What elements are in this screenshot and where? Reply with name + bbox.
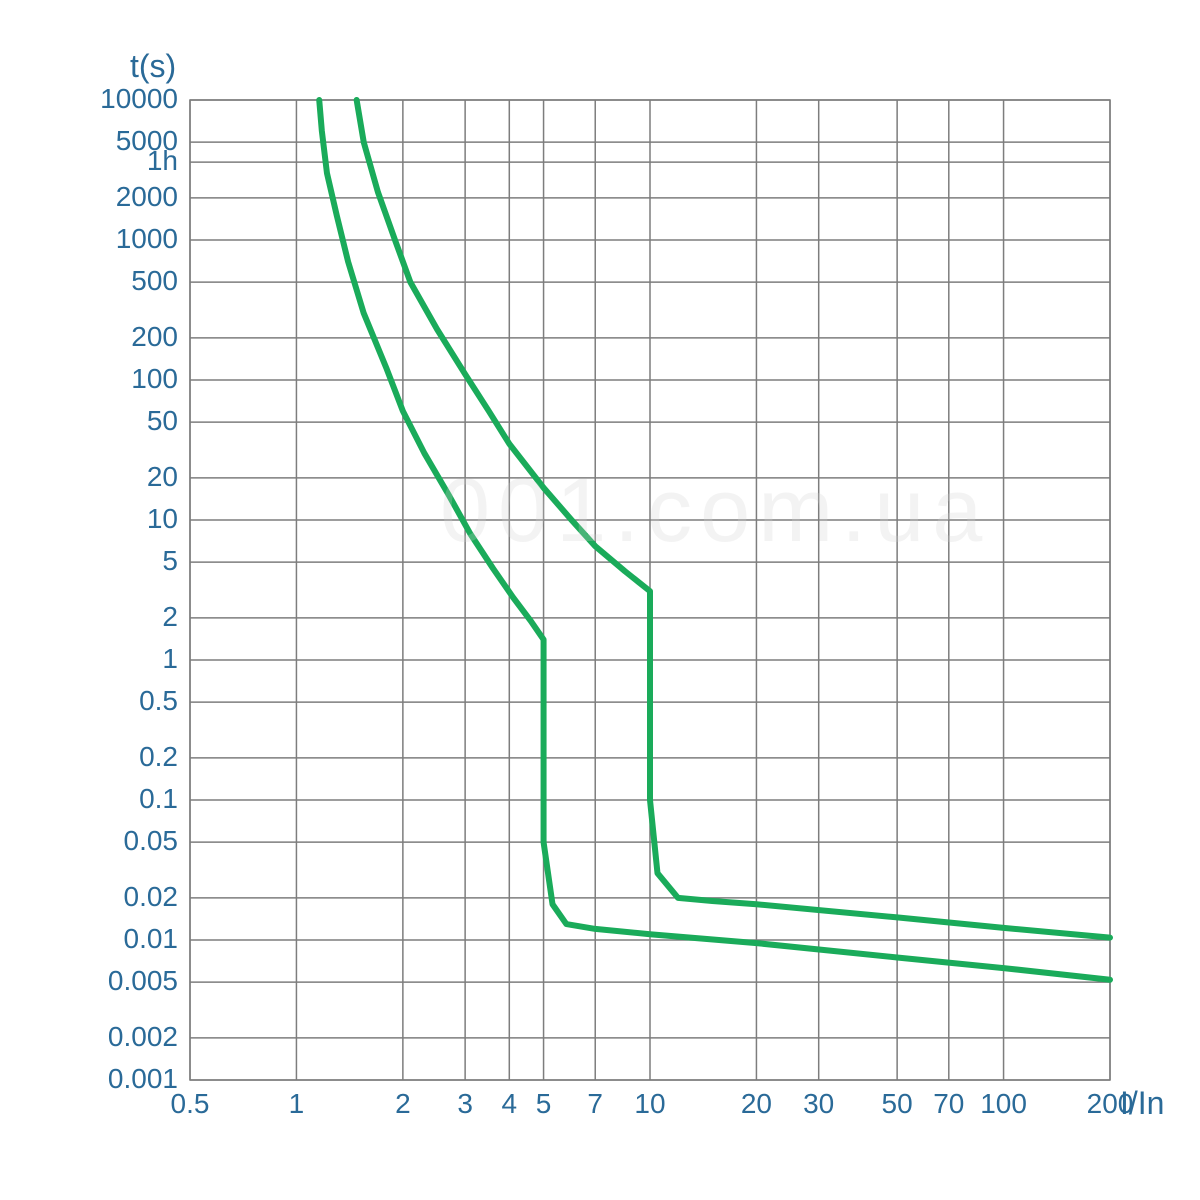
y-tick-label: 0.01 <box>0 923 178 955</box>
y-tick-label: 20 <box>0 461 178 493</box>
y-tick-label: 0.02 <box>0 881 178 913</box>
x-tick-label: 1 <box>289 1088 305 1120</box>
y-tick-label: 200 <box>0 321 178 353</box>
x-tick-label: 30 <box>803 1088 834 1120</box>
y-tick-label: 0.1 <box>0 783 178 815</box>
y-tick-label: 10 <box>0 503 178 535</box>
y-tick-label: 2 <box>0 601 178 633</box>
y-tick-label: 0.002 <box>0 1021 178 1053</box>
y-tick-label: 5000 <box>0 125 178 157</box>
y-tick-label: 1 <box>0 643 178 675</box>
y-tick-label: 100 <box>0 363 178 395</box>
x-tick-label: 3 <box>457 1088 473 1120</box>
x-tick-label: 100 <box>980 1088 1027 1120</box>
x-tick-label: 70 <box>933 1088 964 1120</box>
x-tick-label: 20 <box>741 1088 772 1120</box>
y-tick-label: 0.2 <box>0 741 178 773</box>
x-tick-label: 0.5 <box>171 1088 210 1120</box>
x-tick-label: 5 <box>536 1088 552 1120</box>
y-tick-label: 2000 <box>0 181 178 213</box>
x-tick-label: 4 <box>502 1088 518 1120</box>
y-axis-title: t(s) <box>130 48 176 85</box>
y-tick-label: 0.001 <box>0 1063 178 1095</box>
y-tick-label: 1000 <box>0 223 178 255</box>
y-tick-label: 500 <box>0 265 178 297</box>
chart-svg <box>0 0 1200 1200</box>
trip-curve-chart: t(s) I/In 001.com.ua 0.0010.0020.0050.01… <box>0 0 1200 1200</box>
y-tick-label: 50 <box>0 405 178 437</box>
x-tick-label: 10 <box>634 1088 665 1120</box>
x-tick-label: 2 <box>395 1088 411 1120</box>
y-tick-label: 0.005 <box>0 965 178 997</box>
y-tick-label: 5 <box>0 545 178 577</box>
y-tick-label: 0.05 <box>0 825 178 857</box>
x-tick-label: 50 <box>882 1088 913 1120</box>
x-tick-label: 200 <box>1087 1088 1134 1120</box>
y-tick-label: 0.5 <box>0 685 178 717</box>
y-tick-label: 10000 <box>0 83 178 115</box>
x-tick-label: 7 <box>587 1088 603 1120</box>
